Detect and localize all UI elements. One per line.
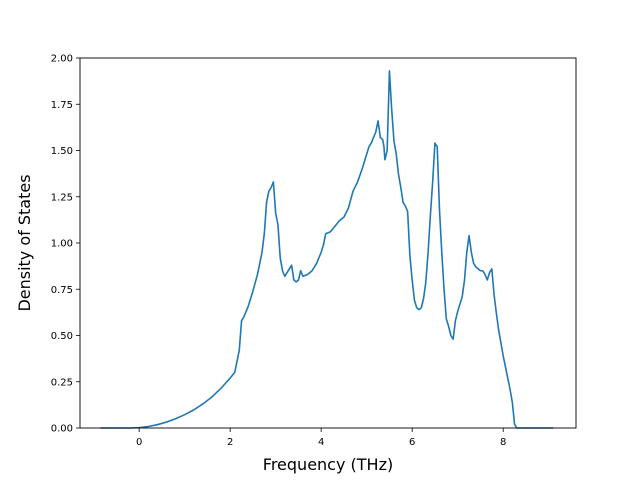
dos-series-line [100, 70, 554, 429]
y-tick-label: 0.50 [51, 331, 73, 342]
x-tick-label: 2 [227, 437, 233, 448]
x-tick-label: 8 [500, 437, 506, 448]
y-tick-label: 1.75 [51, 100, 73, 111]
tick-group: 0 2 4 6 8 0.00 0.25 0.50 0.75 1.00 1.25 1.50 1.75 2.0… [51, 54, 507, 449]
x-tick-label: 6 [409, 437, 415, 448]
y-tick-label: 1.50 [51, 146, 73, 157]
y-axis-label: Density of States [15, 174, 34, 311]
y-tick-label: 0.00 [51, 424, 73, 435]
y-tick-label: 0.25 [51, 377, 73, 388]
y-tick-label: 0.75 [51, 285, 73, 296]
y-tick-label: 1.00 [51, 239, 73, 250]
y-tick-label: 2.00 [51, 54, 73, 65]
plot-frame [79, 57, 577, 429]
plot-area-background [80, 58, 576, 428]
x-axis-label: Frequency (THz) [263, 455, 393, 474]
y-tick-label: 1.25 [51, 192, 73, 203]
x-tick-label: 4 [318, 437, 324, 448]
x-tick-label: 0 [136, 437, 142, 448]
